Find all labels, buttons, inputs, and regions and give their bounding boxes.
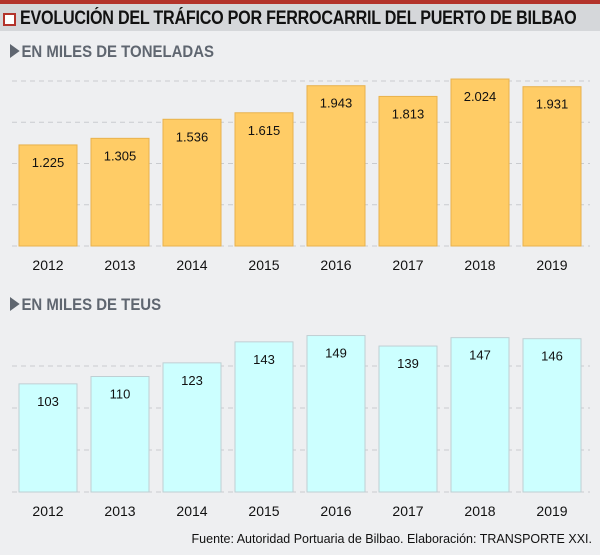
bar <box>18 144 78 247</box>
subtitle-teus-text: EN MILES DE TEUS <box>21 295 162 314</box>
title-bar: EVOLUCIÓN DEL TRÁFICO POR FERROCARRIL DE… <box>0 4 600 31</box>
teus-bar-chart: 103 2012 110 2013 123 2014 143 2015 149 2016 139 20… <box>12 335 590 519</box>
x-tick-label: 2016 <box>320 257 351 273</box>
x-tick-label: 2012 <box>32 503 63 519</box>
data-label: 1.931 <box>536 97 569 112</box>
bar <box>234 112 294 247</box>
data-label: 147 <box>469 348 491 363</box>
bar <box>90 376 150 493</box>
x-tick-label: 2016 <box>320 503 351 519</box>
triangle-icon <box>10 44 20 58</box>
data-label: 146 <box>541 349 563 364</box>
bar <box>234 341 294 493</box>
data-label: 1.615 <box>248 123 281 138</box>
bar <box>306 85 366 247</box>
x-tick-label: 2019 <box>536 503 567 519</box>
data-label: 103 <box>37 394 59 409</box>
subtitle-teus: EN MILES DE TEUS <box>10 295 161 315</box>
square-icon <box>3 13 16 26</box>
data-label: 143 <box>253 352 275 367</box>
x-tick-label: 2014 <box>176 503 207 519</box>
data-label: 1.943 <box>320 96 353 111</box>
x-tick-label: 2013 <box>104 503 135 519</box>
x-tick-label: 2019 <box>536 257 567 273</box>
data-label: 1.813 <box>392 106 425 121</box>
bar <box>450 78 510 247</box>
data-label: 1.225 <box>32 155 65 170</box>
accent-line <box>0 0 600 4</box>
subtitle-tons-text: EN MILES DE TONELADAS <box>21 42 215 61</box>
data-label: 139 <box>397 356 419 371</box>
bar <box>162 118 222 247</box>
chart-title: EVOLUCIÓN DEL TRÁFICO POR FERROCARRIL DE… <box>20 8 577 29</box>
bar <box>450 337 510 493</box>
bar <box>522 338 582 493</box>
x-tick-label: 2014 <box>176 257 207 273</box>
subtitle-tons: EN MILES DE TONELADAS <box>10 42 214 62</box>
x-tick-label: 2012 <box>32 257 63 273</box>
bar <box>18 383 78 493</box>
bar <box>378 95 438 247</box>
bar <box>522 86 582 247</box>
x-tick-label: 2015 <box>248 257 279 273</box>
x-tick-label: 2015 <box>248 503 279 519</box>
x-tick-label: 2017 <box>392 257 423 273</box>
data-label: 149 <box>325 346 347 361</box>
data-label: 1.536 <box>176 129 209 144</box>
bar <box>162 362 222 493</box>
x-tick-label: 2018 <box>464 503 495 519</box>
x-tick-label: 2013 <box>104 257 135 273</box>
triangle-icon <box>10 297 20 311</box>
x-tick-label: 2017 <box>392 503 423 519</box>
data-label: 2.024 <box>464 89 497 104</box>
data-label: 110 <box>110 387 131 402</box>
data-label: 1.305 <box>104 148 137 163</box>
bar <box>306 335 366 493</box>
tons-bar-chart: 1.225 2012 1.305 2013 1.536 2014 1.615 2015 1.94… <box>12 78 590 273</box>
x-tick-label: 2018 <box>464 257 495 273</box>
source-note: Fuente: Autoridad Portuaria de Bilbao. E… <box>191 532 592 546</box>
data-label: 123 <box>181 373 203 388</box>
bar <box>378 345 438 493</box>
bar <box>90 137 150 247</box>
